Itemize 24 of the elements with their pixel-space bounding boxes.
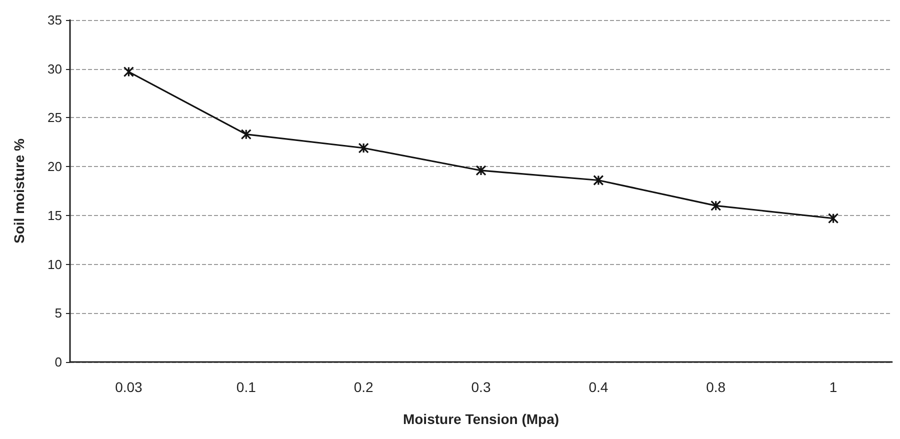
- x-tick-label: 0.1: [236, 379, 256, 395]
- point: [710, 200, 722, 211]
- point: [123, 66, 134, 78]
- y-tick-label: 15: [48, 208, 62, 223]
- x-tick-label: 0.4: [588, 379, 608, 395]
- y-tick-label: 0: [54, 354, 62, 370]
- x-tick-label: 0.8: [706, 379, 726, 395]
- y-tick-label: 10: [48, 256, 62, 272]
- y-axis-title: Soil moisture %: [11, 138, 27, 244]
- x-tick-label: 0.03: [115, 379, 143, 395]
- y-tick-label: 20: [48, 159, 62, 174]
- point: [476, 165, 486, 176]
- y-tick-label: 25: [48, 110, 62, 126]
- point: [358, 142, 369, 154]
- x-tick-label: 0.3: [471, 379, 491, 395]
- x-axis-title: Moisture Tension (Mpa): [402, 411, 560, 427]
- y-tick-label: 30: [48, 61, 62, 76]
- y-tick-label: 35: [48, 12, 62, 28]
- x-tick-label: 0.2: [354, 379, 374, 395]
- y-tick-label: 5: [54, 306, 62, 321]
- point: [240, 129, 252, 140]
- point: [828, 213, 839, 224]
- point: [593, 174, 604, 186]
- x-tick-label: 1: [829, 379, 838, 395]
